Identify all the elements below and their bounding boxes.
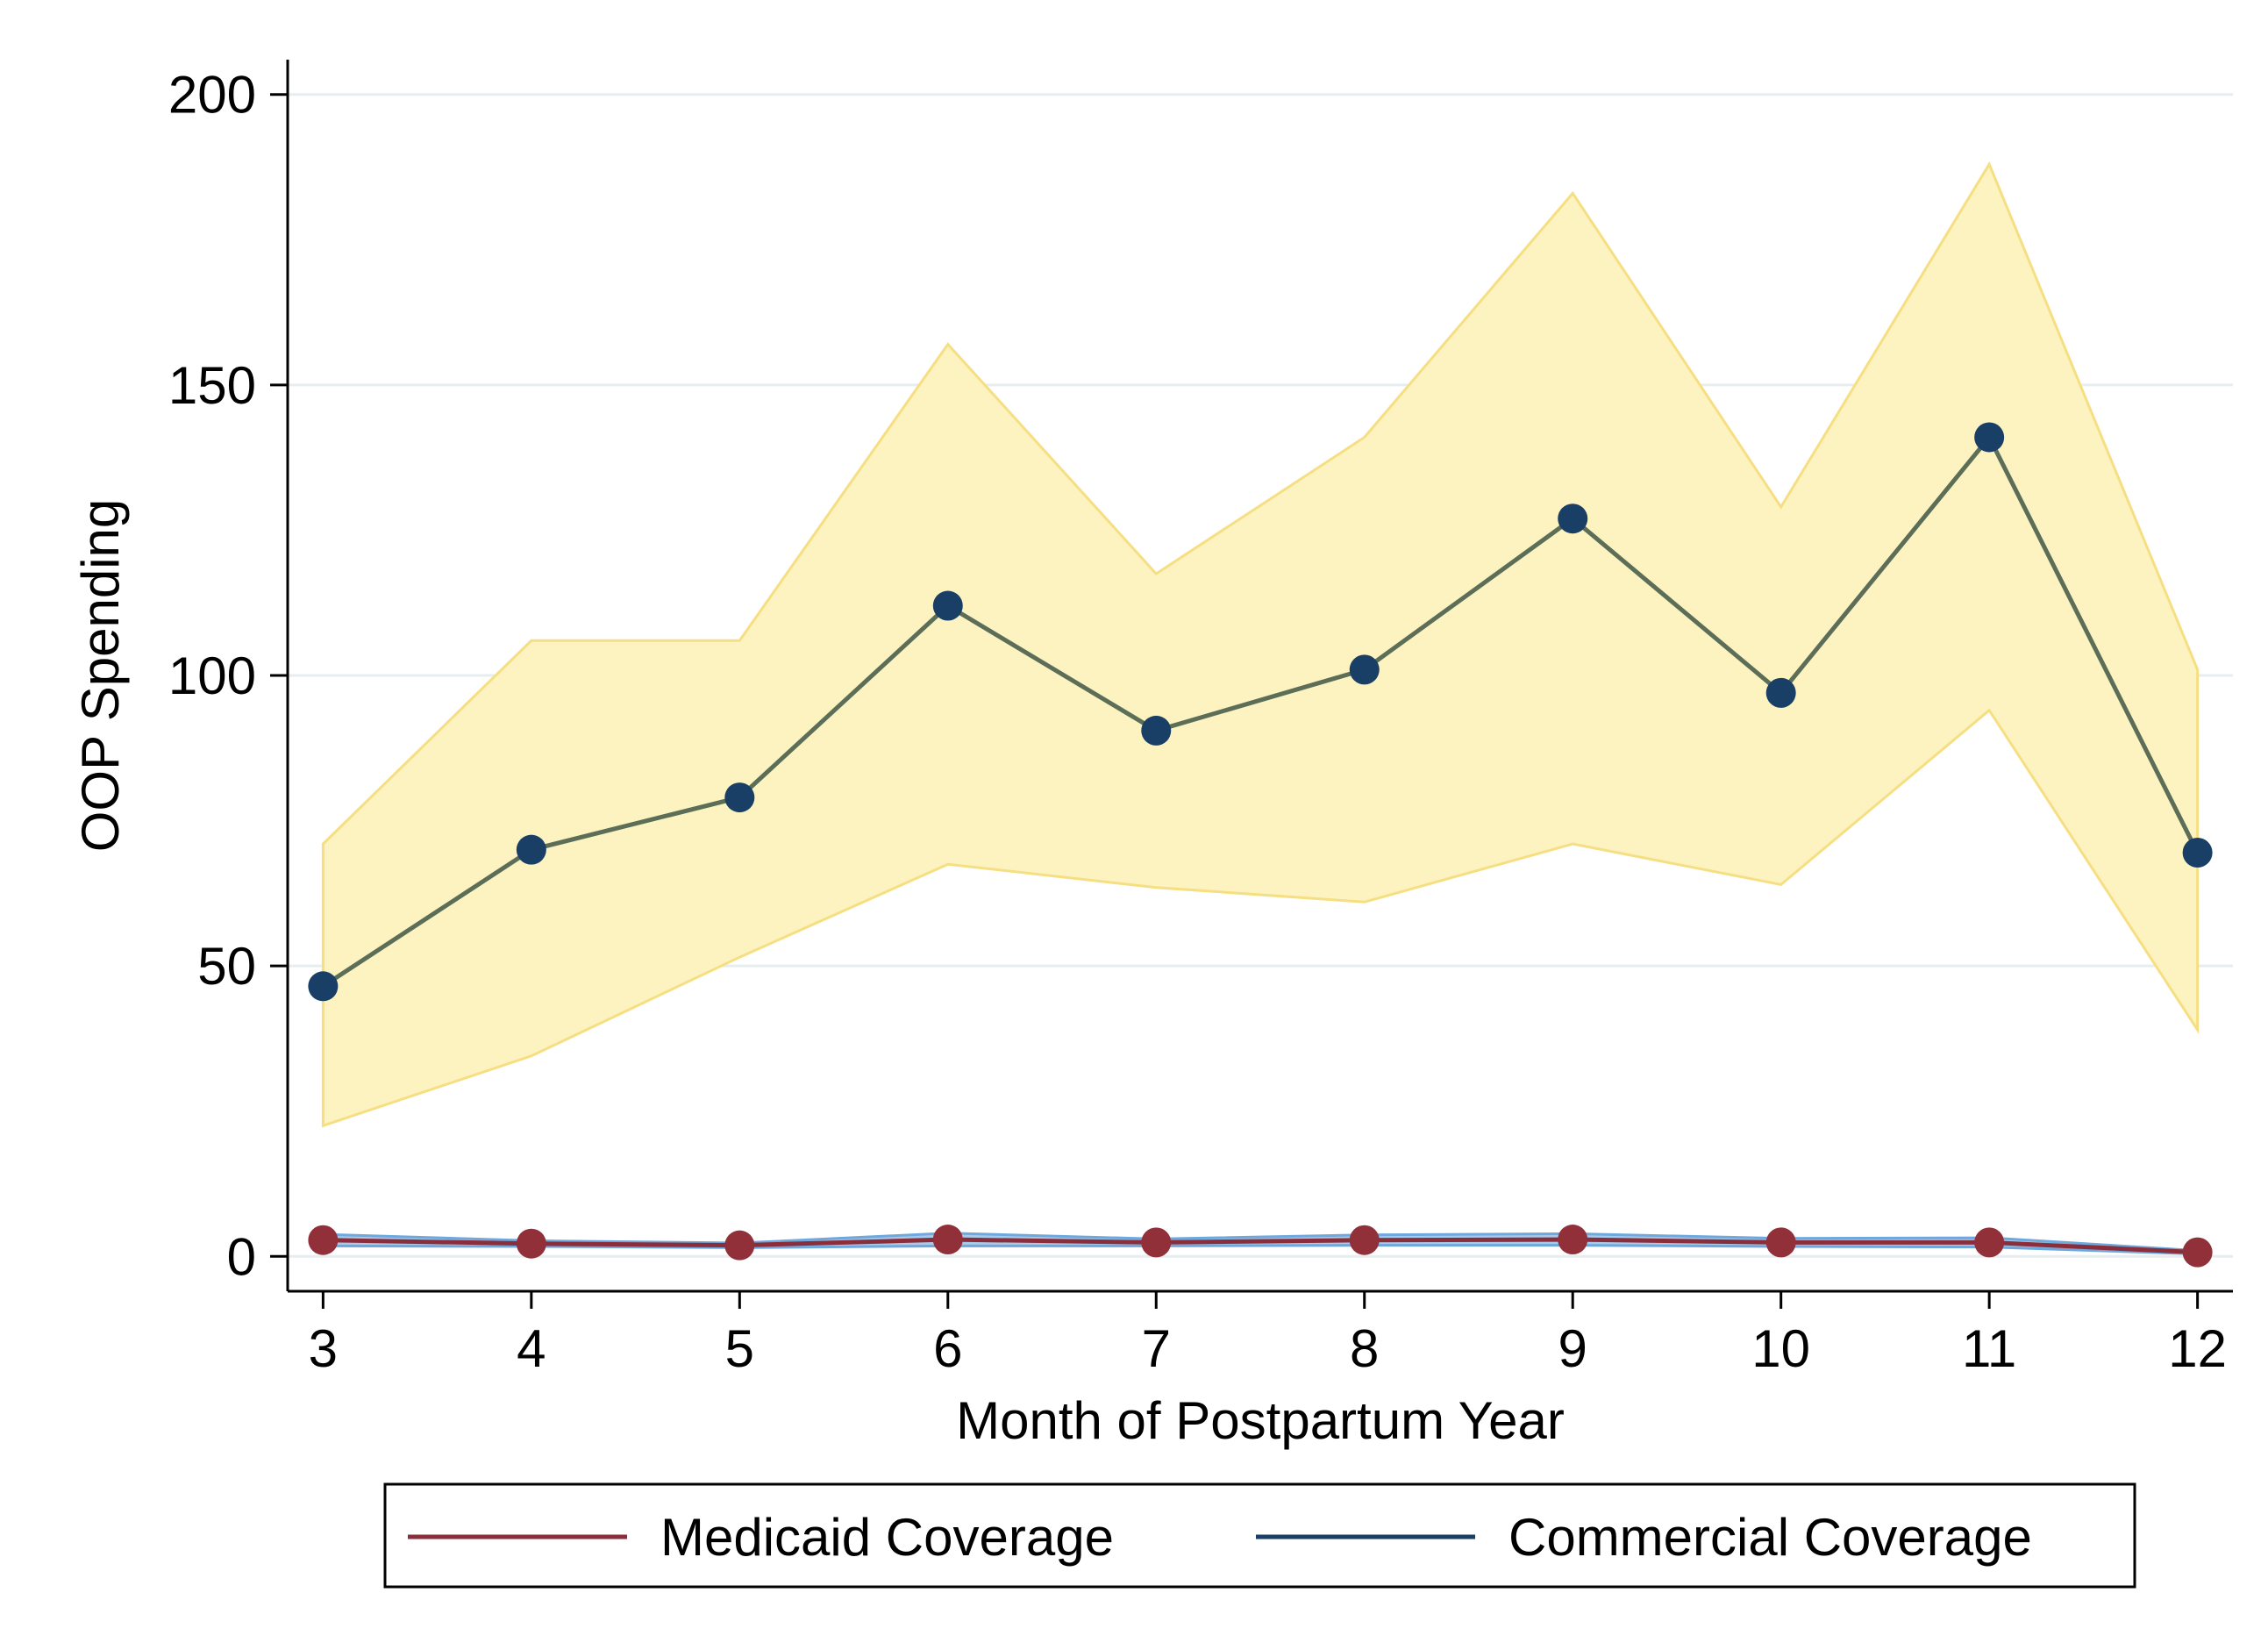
y-tick-label: 150 — [168, 356, 256, 415]
y-tick-label: 100 — [168, 646, 256, 705]
confidence-bands — [321, 161, 2200, 1256]
line-commercial-coverage — [322, 432, 2200, 989]
point-medicaid-coverage — [724, 1230, 755, 1261]
x-tick-label: 11 — [1962, 1319, 2016, 1378]
x-axis-ticks: 3 4 5 6 7 8 9 10 11 12 — [309, 1291, 2227, 1378]
legend-label-commercial: Commercial Coverage — [1508, 1508, 2032, 1567]
legend-label-medicaid: Medicaid Coverage — [660, 1508, 1114, 1567]
point-medicaid-coverage — [1349, 1225, 1380, 1255]
point-medicaid-coverage — [308, 1225, 339, 1255]
point-medicaid-coverage — [2182, 1237, 2213, 1268]
point-commercial-coverage — [932, 590, 963, 621]
line-medicaid-coverage — [323, 1237, 2198, 1255]
point-commercial-coverage — [724, 782, 755, 813]
x-tick-label: 3 — [309, 1319, 338, 1378]
point-commercial-coverage — [1974, 422, 2005, 453]
x-tick-label: 9 — [1558, 1319, 1587, 1378]
series-lines — [322, 432, 2200, 1255]
point-commercial-coverage — [1558, 504, 1588, 534]
point-commercial-coverage — [1349, 654, 1380, 685]
x-tick-label: 10 — [1751, 1319, 1810, 1378]
y-axis-title: OOP Spending — [71, 499, 130, 853]
x-tick-label: 5 — [725, 1319, 754, 1378]
x-tick-label: 7 — [1142, 1319, 1171, 1378]
x-tick-label: 8 — [1350, 1319, 1379, 1378]
y-axis-ticks: 0 50 100 150 200 — [168, 66, 288, 1286]
point-commercial-coverage — [1141, 715, 1172, 746]
x-tick-label: 12 — [2168, 1319, 2227, 1378]
y-tick-label: 0 — [227, 1227, 256, 1286]
point-commercial-coverage — [2182, 837, 2213, 868]
x-axis-title: Month of Postpartum Year — [956, 1391, 1565, 1450]
y-tick-label: 200 — [168, 66, 256, 125]
point-commercial-coverage — [308, 971, 339, 1002]
point-medicaid-coverage — [516, 1228, 546, 1259]
x-tick-label: 6 — [933, 1319, 962, 1378]
point-medicaid-coverage — [932, 1225, 963, 1255]
point-medicaid-coverage — [1558, 1225, 1588, 1255]
point-commercial-coverage — [516, 834, 546, 865]
point-commercial-coverage — [1765, 677, 1796, 708]
point-medicaid-coverage — [1974, 1227, 2005, 1258]
point-medicaid-coverage — [1765, 1227, 1796, 1258]
y-tick-label: 50 — [197, 937, 256, 996]
series-markers — [308, 422, 2213, 1268]
x-tick-label: 4 — [517, 1319, 546, 1378]
point-medicaid-coverage — [1141, 1227, 1172, 1258]
ci-band-commercial-coverage — [321, 161, 2200, 1128]
legend: Medicaid Coverage Commercial Coverage — [383, 1482, 2136, 1589]
